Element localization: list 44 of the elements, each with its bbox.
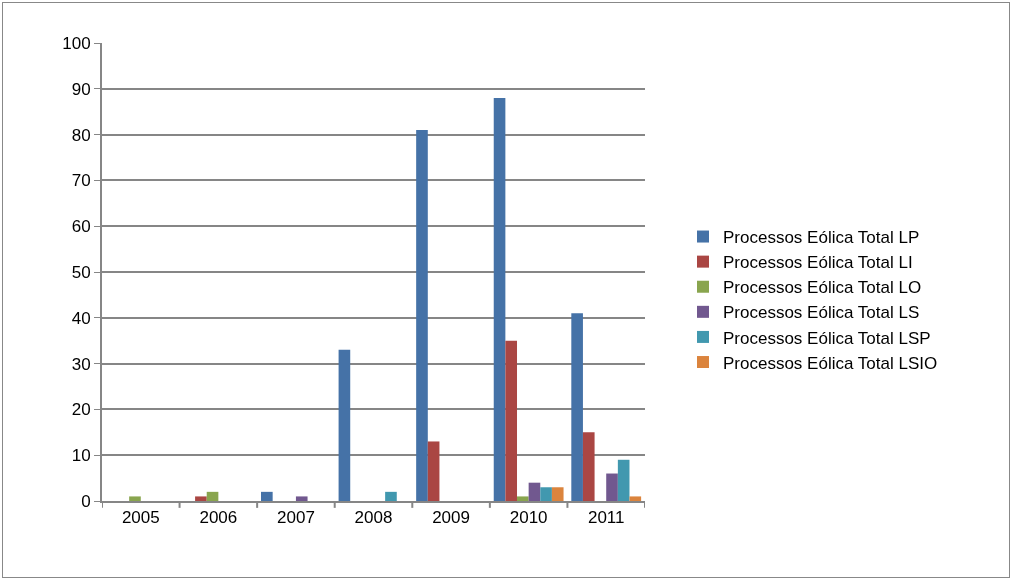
bar — [540, 487, 552, 501]
x-tick-label: 2005 — [121, 508, 160, 528]
y-tick-label: 60 — [71, 217, 91, 237]
legend-label: Processos Eólica Total LS — [723, 303, 920, 323]
bar — [629, 496, 642, 501]
bar — [493, 97, 506, 501]
legend-label: Processos Eólica Total LP — [723, 228, 920, 248]
bar — [505, 340, 518, 501]
legend-label: Processos Eólica Total LI — [723, 253, 913, 273]
y-tick-label: 30 — [71, 354, 91, 374]
bar — [129, 496, 141, 501]
bar — [551, 487, 564, 501]
x-tick-label: 2009 — [432, 508, 470, 528]
bar — [427, 441, 440, 501]
bar — [582, 432, 595, 501]
bar — [517, 496, 529, 501]
y-tick-label: 80 — [71, 125, 91, 145]
bar — [338, 349, 351, 501]
y-tick-label: 50 — [71, 262, 91, 282]
legend-label: Processos Eólica Total LSIO — [723, 353, 938, 373]
bar — [206, 491, 219, 501]
y-tick-label: 70 — [71, 171, 91, 191]
legend-label: Processos Eólica Total LSP — [723, 328, 931, 348]
x-tick-label: 2011 — [587, 508, 625, 528]
y-tick-label: 10 — [71, 446, 91, 466]
x-tick-label: 2010 — [509, 508, 548, 528]
bar — [617, 459, 630, 501]
bar — [606, 473, 618, 501]
bar — [416, 130, 428, 501]
x-tick-label: 2006 — [199, 508, 238, 528]
legend-label: Processos Eólica Total LO — [723, 278, 922, 298]
bar — [528, 482, 541, 501]
bar — [295, 496, 308, 501]
y-tick-label: 0 — [81, 491, 91, 511]
y-tick-label: 40 — [71, 308, 91, 328]
bar — [571, 313, 583, 501]
x-tick-label: 2007 — [277, 508, 315, 528]
x-tick-label: 2008 — [354, 508, 393, 528]
y-tick-label: 20 — [71, 400, 91, 420]
y-tick-label: 90 — [71, 79, 91, 99]
bar — [261, 491, 273, 501]
y-tick-label: 100 — [62, 33, 91, 53]
bar — [385, 491, 397, 501]
bar — [195, 496, 207, 501]
